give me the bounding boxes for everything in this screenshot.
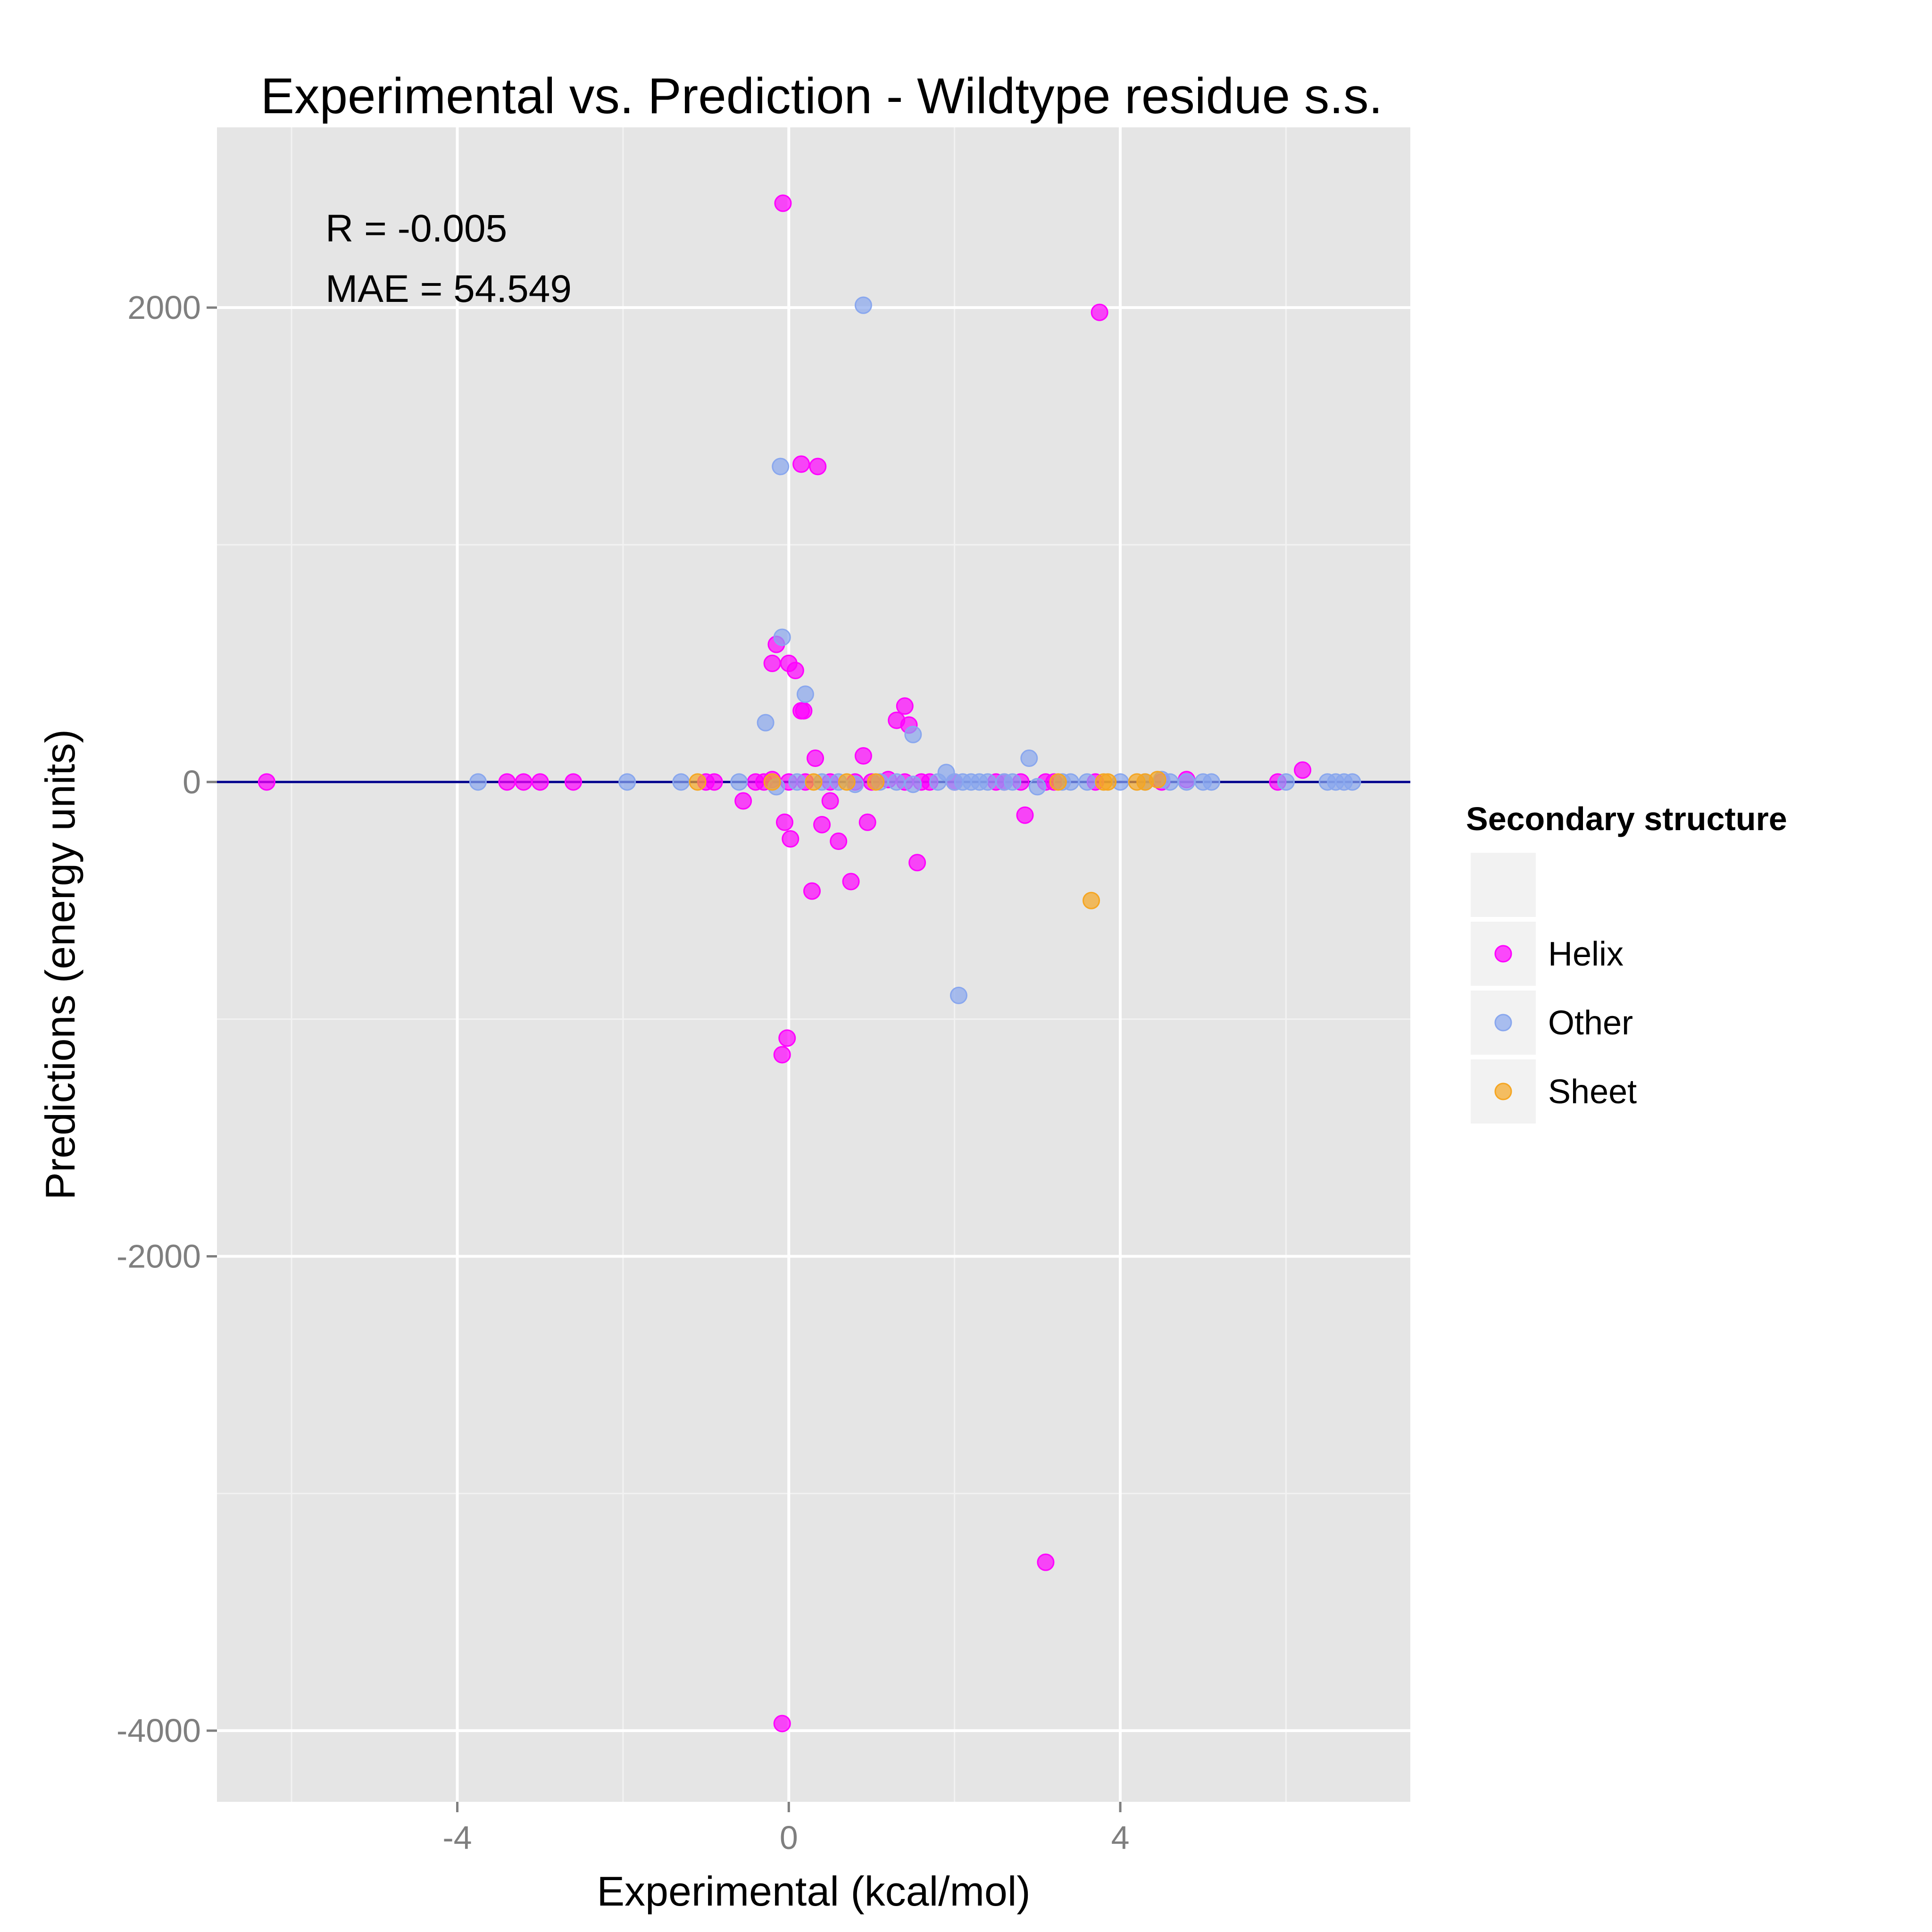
- data-points: [258, 194, 1361, 1732]
- sheet-point: [1083, 891, 1100, 909]
- helix-point: [1037, 1553, 1055, 1571]
- sheet-point: [1049, 773, 1067, 791]
- helix-point: [809, 458, 827, 475]
- y-tick-label: 0: [183, 764, 201, 800]
- helix-point: [774, 194, 792, 212]
- helix-point: [813, 816, 831, 833]
- x-tick-label: -4: [442, 1819, 472, 1856]
- helix-point: [258, 773, 275, 791]
- other-point: [469, 773, 487, 791]
- other-point: [929, 773, 947, 791]
- helix-point: [773, 1046, 791, 1064]
- other-point: [979, 773, 997, 791]
- x-tick-label: 0: [780, 1819, 798, 1856]
- other-point: [1202, 773, 1220, 791]
- other-point: [1343, 773, 1361, 791]
- helix-point: [807, 749, 824, 767]
- plot-panel: [217, 127, 1410, 1802]
- helix-point: [1294, 761, 1312, 779]
- mae-annotation: MAE = 54.549: [325, 267, 572, 310]
- legend-label-sheet: Sheet: [1548, 1073, 1637, 1111]
- other-point: [757, 714, 774, 732]
- chart-title: Experimental vs. Prediction - Wildtype r…: [261, 67, 1383, 124]
- legend-title: Secondary structure: [1466, 800, 1787, 837]
- helix-point: [763, 654, 781, 672]
- legend-swatch-other: [1494, 1014, 1512, 1032]
- helix-point: [1091, 303, 1108, 321]
- helix-point: [792, 455, 810, 473]
- helix-point: [795, 702, 813, 720]
- other-point: [1178, 773, 1196, 791]
- other-point: [949, 986, 967, 1004]
- sheet-point: [1099, 773, 1117, 791]
- helix-point: [776, 813, 794, 831]
- sheet-point: [763, 773, 781, 791]
- other-point: [1004, 773, 1022, 791]
- y-tick-label: -4000: [117, 1712, 201, 1749]
- helix-point: [786, 661, 804, 679]
- helix-point: [705, 773, 723, 791]
- other-point: [904, 775, 922, 793]
- helix-point: [854, 747, 872, 765]
- other-point: [796, 685, 814, 703]
- helix-point: [515, 773, 533, 791]
- sheet-point: [867, 773, 885, 791]
- legend-swatch-sheet: [1494, 1083, 1512, 1100]
- sheet-point: [805, 773, 823, 791]
- helix-point: [842, 873, 860, 891]
- y-tick-label: -2000: [117, 1238, 201, 1274]
- legend-label-other: Other: [1548, 1004, 1633, 1042]
- helix-point: [830, 833, 848, 850]
- other-point: [772, 458, 790, 475]
- y-axis-ticks: -4000 -2000 0 2000: [117, 289, 217, 1749]
- helix-point: [858, 813, 876, 831]
- sheet-point: [838, 773, 856, 791]
- minor-grid: [217, 127, 1410, 1802]
- helix-point: [531, 773, 549, 791]
- x-axis-ticks: -4 0 4: [442, 1802, 1130, 1856]
- legend-label-helix: Helix: [1548, 935, 1624, 973]
- helix-point: [778, 1029, 796, 1047]
- r-annotation: R = -0.005: [325, 207, 507, 250]
- helix-point: [896, 697, 914, 715]
- helix-point: [498, 773, 516, 791]
- other-point: [1078, 773, 1096, 791]
- helix-point: [564, 773, 582, 791]
- other-point: [854, 296, 872, 314]
- legend-key: [1471, 853, 1536, 917]
- other-point: [730, 773, 748, 791]
- other-point: [788, 773, 806, 791]
- x-tick-label: 4: [1111, 1819, 1130, 1856]
- helix-point: [773, 1715, 791, 1732]
- other-point: [618, 773, 636, 791]
- other-point: [904, 725, 922, 743]
- legend-swatch-helix: [1494, 945, 1512, 963]
- helix-point: [821, 792, 839, 810]
- other-point: [1020, 749, 1038, 767]
- legend: Secondary structure Helix Other Sheet: [1466, 800, 1787, 1124]
- y-tick-label: 2000: [127, 289, 201, 326]
- helix-point: [782, 830, 799, 848]
- other-point: [1028, 778, 1046, 796]
- other-point: [672, 773, 690, 791]
- y-axis-label: Predictions (energy units): [37, 729, 83, 1200]
- helix-point: [908, 854, 926, 872]
- helix-point: [1016, 806, 1034, 824]
- other-point: [888, 773, 906, 791]
- sheet-point: [1149, 771, 1166, 789]
- x-axis-label: Experimental (kcal/mol): [597, 1868, 1030, 1915]
- other-point: [1277, 773, 1295, 791]
- helix-point: [803, 882, 821, 900]
- helix-point: [734, 792, 752, 810]
- other-point: [773, 628, 791, 646]
- sheet-point: [689, 773, 707, 791]
